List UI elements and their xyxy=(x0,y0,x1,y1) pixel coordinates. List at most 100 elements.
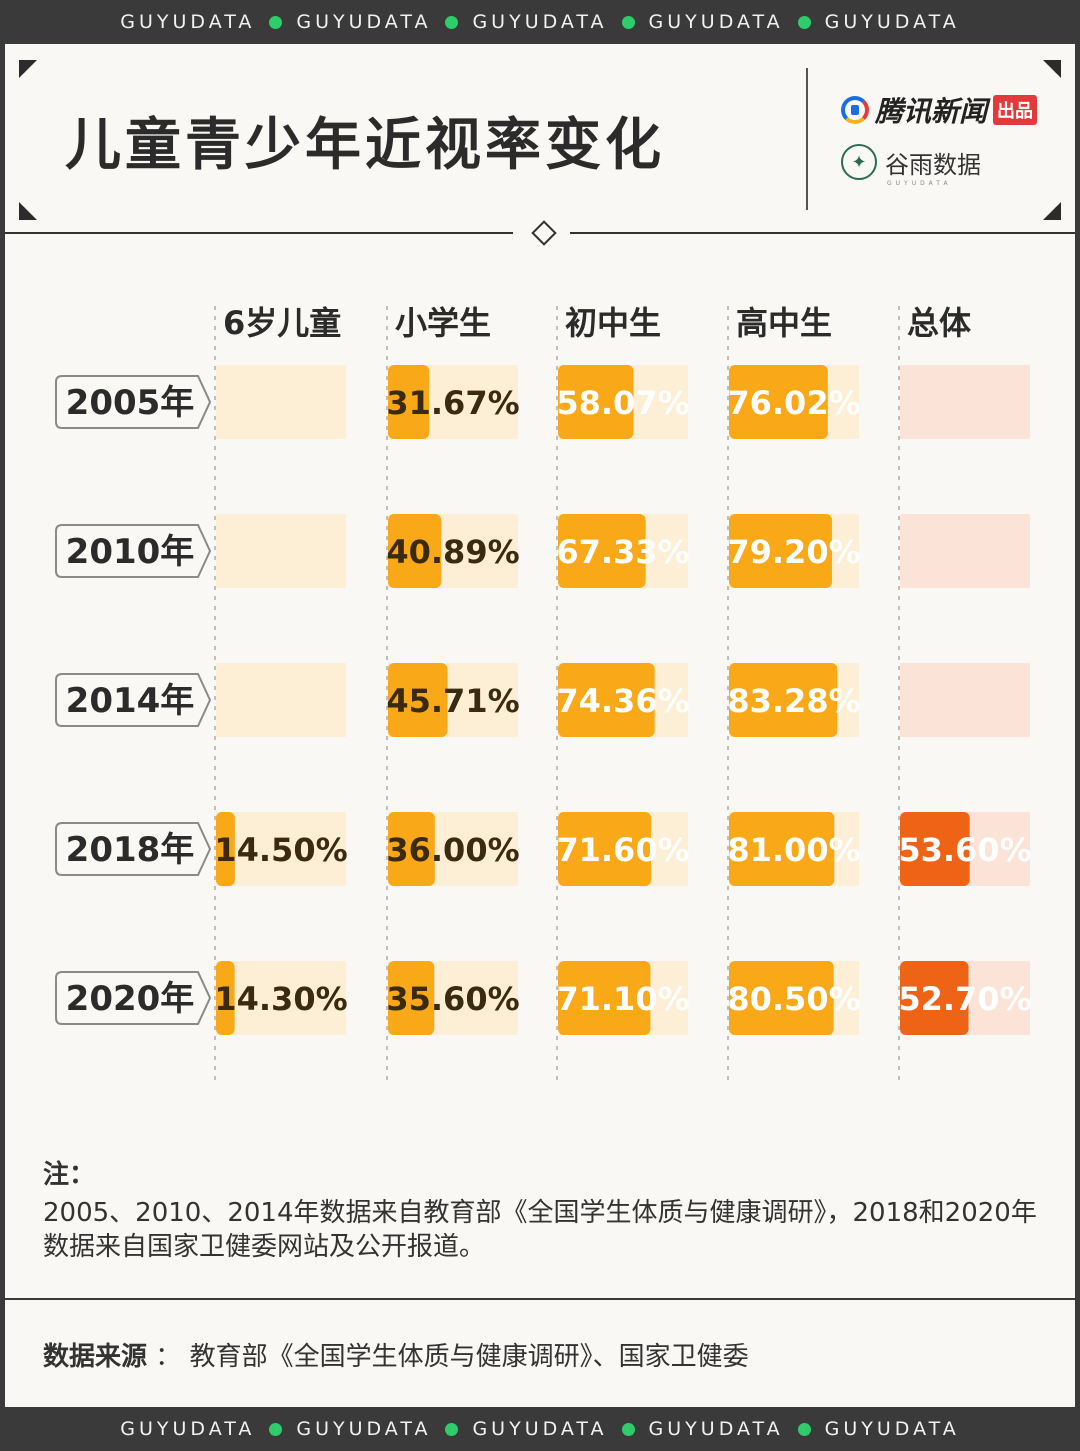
bar xyxy=(388,812,435,886)
column-header: 初中生 xyxy=(565,304,661,342)
year-label: 2014年 xyxy=(66,681,195,721)
bar xyxy=(388,514,442,588)
bar xyxy=(729,961,834,1035)
watermark-word: GUYUDATA xyxy=(120,1418,256,1440)
top-watermark-strip: GUYUDATA GUYUDATA GUYUDATA GUYUDATA GUYU… xyxy=(0,0,1080,44)
data-label: 35.60% xyxy=(386,980,519,1018)
bar xyxy=(216,961,235,1035)
bar xyxy=(388,365,430,439)
bottom-watermark-strip: GUYUDATA GUYUDATA GUYUDATA GUYUDATA GUYU… xyxy=(0,1407,1080,1451)
brand-secondary-sub: GUYUDATA xyxy=(887,180,952,187)
tencent-news-logo-icon xyxy=(841,96,869,124)
data-label: 58.07% xyxy=(556,384,689,422)
year-label: 2005年 xyxy=(66,383,195,423)
data-label: 80.50% xyxy=(727,980,860,1018)
corner-mark-icon xyxy=(19,60,37,78)
column-header: 6岁儿童 xyxy=(223,304,341,342)
watermark-dot-icon xyxy=(269,1422,283,1436)
bar xyxy=(558,514,646,588)
page-title: 儿童青少年近视率变化 xyxy=(65,113,665,178)
column-header: 小学生 xyxy=(395,304,491,342)
data-label: 40.89% xyxy=(386,533,519,571)
corner-mark-icon xyxy=(1043,202,1061,220)
data-label: 76.02% xyxy=(727,384,860,422)
watermark-dot-icon xyxy=(621,15,635,29)
watermark-dot-icon xyxy=(445,1422,459,1436)
bar xyxy=(729,365,828,439)
watermark-word: GUYUDATA xyxy=(296,1418,432,1440)
data-label: 14.50% xyxy=(214,831,347,869)
brand-secondary-name: 谷雨数据 xyxy=(885,150,981,179)
bar xyxy=(388,961,435,1035)
section-divider xyxy=(570,232,1075,234)
data-source-label: 数据来源 xyxy=(43,1342,148,1372)
data-label: 31.67% xyxy=(386,384,519,422)
bar xyxy=(900,812,970,886)
watermark-word: GUYUDATA xyxy=(472,11,608,33)
data-label: 74.36% xyxy=(556,682,689,720)
watermark-dot-icon xyxy=(621,1422,635,1436)
bar-track xyxy=(216,514,346,588)
year-label: 2010年 xyxy=(66,532,195,572)
watermark-word: GUYUDATA xyxy=(472,1418,608,1440)
data-label: 45.71% xyxy=(386,682,519,720)
bar xyxy=(216,812,235,886)
column-header: 高中生 xyxy=(736,304,832,342)
watermark-word: GUYUDATA xyxy=(296,11,432,33)
data-label: 53.60% xyxy=(898,831,1031,869)
bar-track xyxy=(216,961,346,1035)
bar-track xyxy=(900,365,1030,439)
data-label: 71.60% xyxy=(556,831,689,869)
brand-secondary: ✦ 谷雨数据 GUYUDATA xyxy=(841,144,981,187)
bar xyxy=(729,812,835,886)
infographic-panel: 儿童青少年近视率变化 腾讯新闻 出品 ✦ 谷雨数据 GUYUDATA 6岁儿童 小… xyxy=(5,44,1075,1407)
note-heading: 注： xyxy=(43,1160,96,1190)
watermark-dot-icon xyxy=(797,1422,811,1436)
myopia-rate-chart: 6岁儿童 小学生 初中生 高中生 总体 2005年 31.67% 58.07% 76.02% 20… xyxy=(55,304,1032,1084)
corner-mark-icon xyxy=(19,202,37,220)
bar-track xyxy=(900,663,1030,737)
year-tag xyxy=(55,673,212,727)
watermark-dot-icon xyxy=(797,15,811,29)
watermark-dot-icon xyxy=(445,15,459,29)
year-tag xyxy=(55,375,212,429)
data-source-text: 教育部《全国学生体质与健康调研》、国家卫健委 xyxy=(189,1342,749,1372)
watermark-word: GUYUDATA xyxy=(824,1418,960,1440)
data-source: 数据来源 ： 教育部《全国学生体质与健康调研》、国家卫健委 xyxy=(43,1336,749,1373)
bar xyxy=(729,514,832,588)
watermark-word: GUYUDATA xyxy=(648,1418,784,1440)
column-header: 总体 xyxy=(907,304,971,342)
watermark-word: GUYUDATA xyxy=(648,11,784,33)
year-tag xyxy=(55,524,212,578)
data-label: 71.10% xyxy=(556,980,689,1018)
year-tag xyxy=(55,822,212,876)
data-label: 81.00% xyxy=(727,831,860,869)
note-text: 2005、2010、2014年数据来自教育部《全国学生体质与健康调研》，2018… xyxy=(43,1198,1037,1262)
corner-mark-icon xyxy=(1043,60,1061,78)
data-label: 36.00% xyxy=(386,831,519,869)
bar-track xyxy=(216,365,346,439)
data-source-separator: ： xyxy=(155,1342,182,1372)
bar-track xyxy=(900,514,1030,588)
data-label: 67.33% xyxy=(556,533,689,571)
bar xyxy=(900,961,969,1035)
footer-divider xyxy=(5,1298,1075,1300)
data-label: 14.30% xyxy=(214,980,347,1018)
bar xyxy=(558,663,655,737)
brand-primary: 腾讯新闻 出品 xyxy=(841,90,1038,130)
bar xyxy=(729,663,838,737)
year-label: 2020年 xyxy=(66,979,195,1019)
bar xyxy=(558,961,651,1035)
bird-logo-icon: ✦ xyxy=(841,144,877,180)
brand-primary-tag: 出品 xyxy=(993,95,1038,125)
year-tag xyxy=(55,971,212,1025)
section-divider xyxy=(5,232,513,234)
bar-track xyxy=(216,663,346,737)
header-divider xyxy=(806,68,808,210)
year-label: 2018年 xyxy=(66,830,195,870)
watermark-word: GUYUDATA xyxy=(120,11,256,33)
brand-primary-name: 腾讯新闻 xyxy=(875,95,988,128)
watermark-dot-icon xyxy=(269,15,283,29)
data-label: 83.28% xyxy=(727,682,860,720)
bar xyxy=(558,365,634,439)
